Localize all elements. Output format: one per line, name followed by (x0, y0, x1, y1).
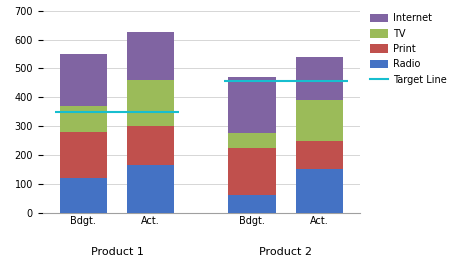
Legend: Internet, TV, Print, Radio, Target Line: Internet, TV, Print, Radio, Target Line (368, 11, 448, 87)
Bar (296, 100, 343, 141)
Bar (127, 80, 174, 126)
Text: Product 2: Product 2 (259, 247, 312, 257)
Bar (296, 57, 343, 100)
Bar (127, 126, 174, 165)
Bar (60, 106, 107, 132)
Bar (127, 165, 174, 213)
Bar (296, 169, 343, 213)
Bar (296, 141, 343, 169)
Bar (60, 54, 107, 106)
Bar (228, 148, 276, 196)
Bar (127, 32, 174, 80)
Bar (228, 77, 276, 133)
Text: Product 1: Product 1 (91, 247, 144, 257)
Bar (228, 133, 276, 148)
Bar (60, 178, 107, 213)
Bar (60, 132, 107, 178)
Bar (228, 196, 276, 213)
